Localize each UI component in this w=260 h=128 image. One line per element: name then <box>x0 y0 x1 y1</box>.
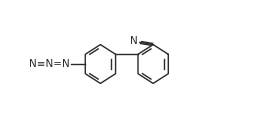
Text: N≡N=N: N≡N=N <box>29 59 70 69</box>
Text: N: N <box>130 36 138 46</box>
